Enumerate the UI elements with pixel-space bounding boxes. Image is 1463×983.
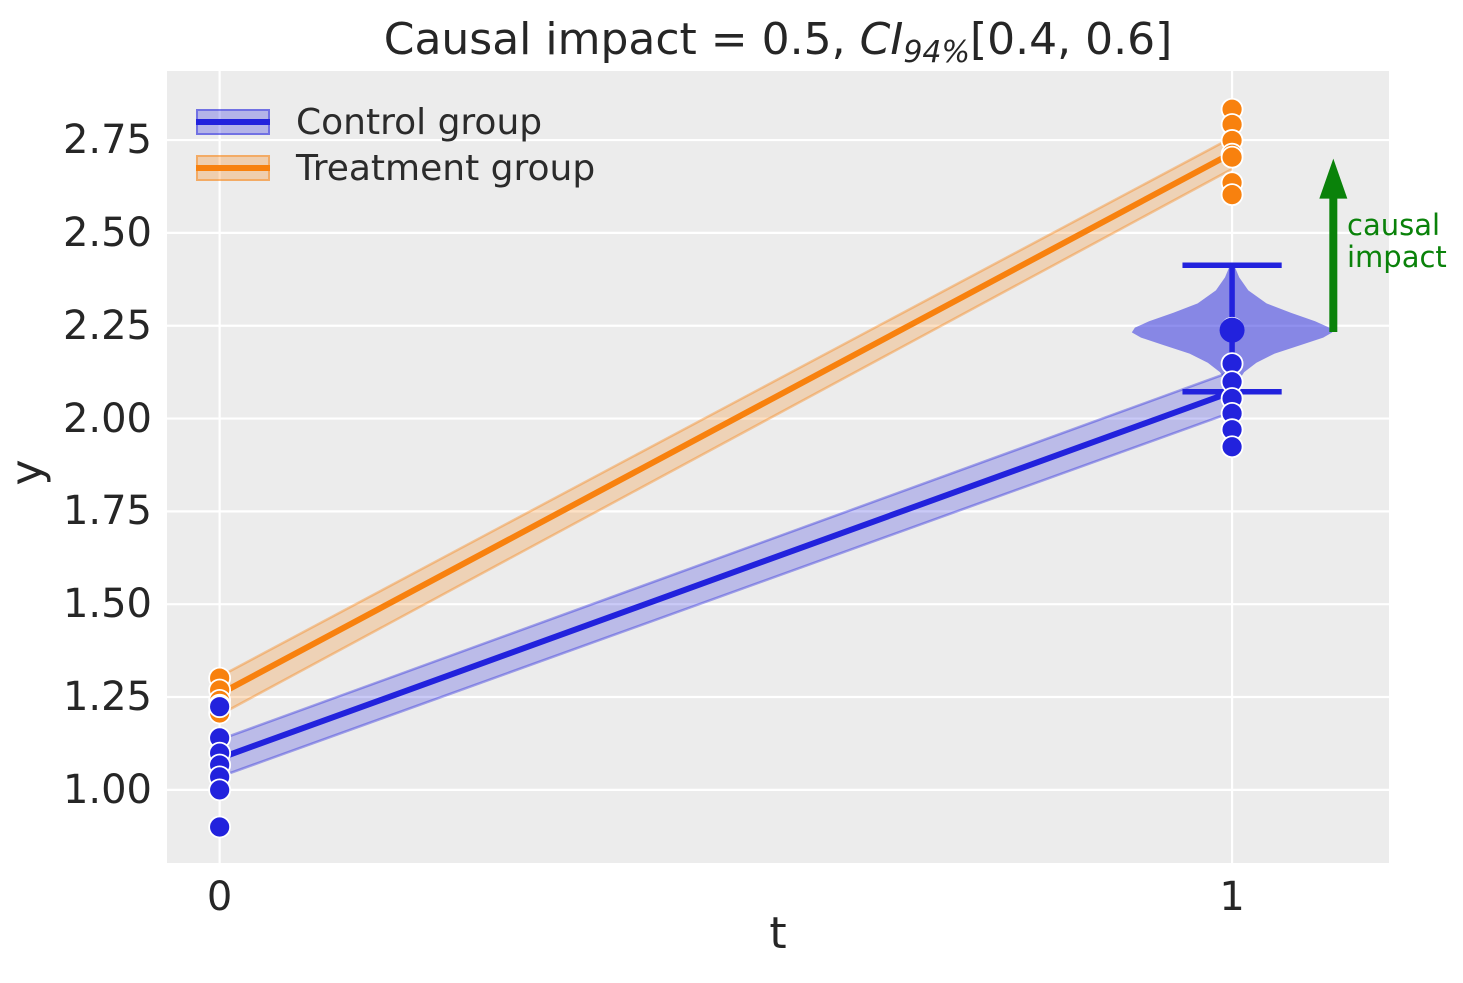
y-axis-label: y: [1, 459, 53, 486]
y-tick-label: 1.75: [62, 488, 152, 535]
treatment-line-swatch: [196, 165, 270, 171]
control-legend-swatch: [196, 109, 270, 135]
title-ci-subscript: 94%: [903, 35, 970, 70]
y-tick-label: 2.50: [62, 209, 152, 256]
treatment-band-upper-edge: [219, 136, 1233, 678]
control-scatter-point: [208, 815, 232, 839]
legend-item-control: Control group: [196, 99, 595, 145]
control-band-lower-edge: [219, 411, 1233, 779]
control-scatter-point: [208, 695, 232, 719]
violin-median-dot: [1219, 317, 1245, 343]
control-band-upper-edge: [219, 370, 1233, 741]
annotation-line-2: impact: [1347, 239, 1447, 274]
causal-impact-arrow-head: [1319, 158, 1348, 199]
annotation-line-1: causal: [1347, 208, 1441, 242]
y-tick-label: 2.75: [62, 117, 152, 164]
control-line-swatch: [196, 119, 270, 125]
y-tick-label: 2.00: [62, 395, 152, 442]
control-regression-line: [216, 388, 1236, 762]
y-tick-label: 1.00: [62, 766, 152, 813]
causal-impact-annotation: causal impact: [1347, 208, 1447, 274]
chart-title: Causal impact = 0.5, CI94%[0.4, 0.6]: [167, 14, 1389, 70]
legend-label-treatment: Treatment group: [296, 147, 596, 189]
legend: Control group Treatment group: [196, 99, 595, 191]
legend-item-treatment: Treatment group: [196, 145, 595, 191]
title-prefix: Causal impact = 0.5,: [383, 14, 860, 65]
control-scatter-point: [208, 778, 232, 802]
x-axis-label: t: [769, 908, 787, 959]
control-scatter-point: [1220, 435, 1244, 459]
y-tick-label: 1.25: [62, 674, 152, 721]
y-tick-label: 1.50: [62, 581, 152, 628]
treatment-regression-line: [216, 150, 1236, 698]
y-tick-label: 2.25: [62, 302, 152, 349]
treatment-band-lower-edge: [219, 167, 1233, 716]
treatment-scatter-point: [1220, 145, 1244, 169]
x-tick-label: 1: [1219, 874, 1245, 920]
treatment-legend-swatch: [196, 155, 270, 181]
legend-label-control: Control group: [296, 101, 543, 143]
title-ci: CI: [859, 14, 904, 65]
title-interval: [0.4, 0.6]: [970, 14, 1173, 65]
plot-area: [167, 71, 1389, 863]
x-tick-label: 0: [206, 874, 233, 920]
treatment-scatter-point: [1220, 183, 1244, 207]
